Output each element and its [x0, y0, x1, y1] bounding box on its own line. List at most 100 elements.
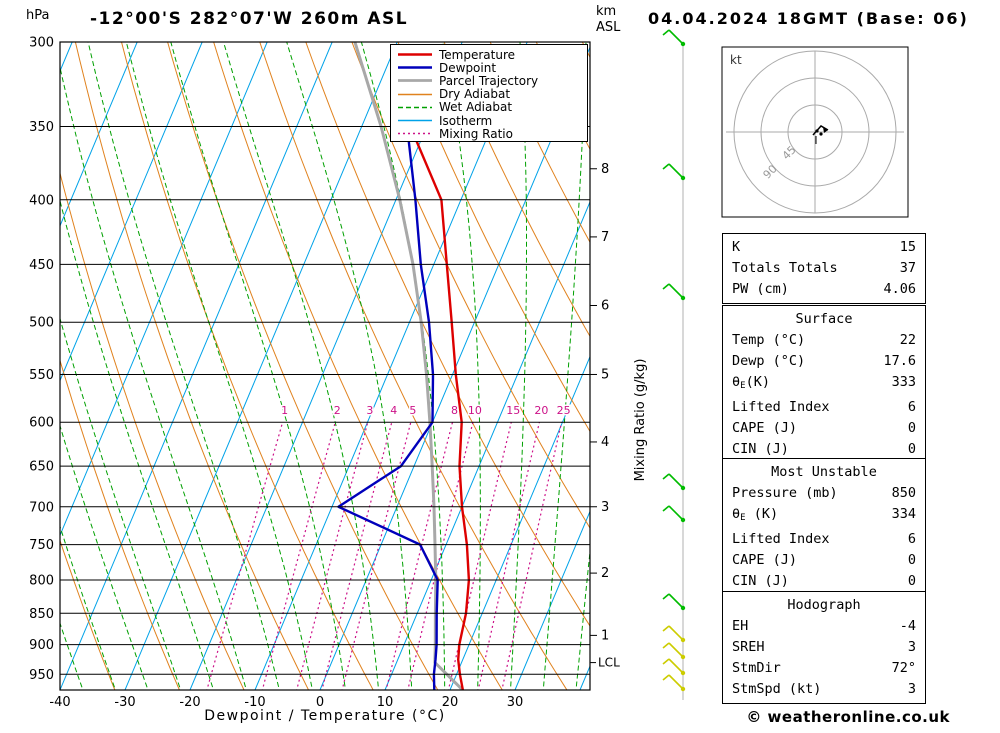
table-row-pw: PW (cm) 4.06: [732, 281, 916, 297]
temperature-tick-label: 20: [442, 695, 459, 710]
table-row-theta-e: θE (K) 334: [732, 506, 916, 523]
table-row-temp: Temp (°C) 22: [732, 332, 916, 348]
mixing-ratio-label: 1: [281, 404, 288, 417]
table-row-cape: CAPE (J) 0: [732, 420, 916, 436]
pressure-tick-label: 950: [29, 668, 54, 683]
pressure-tick-label: 650: [29, 460, 54, 475]
wind-barb: [662, 505, 686, 523]
km-tick-label: 8: [601, 162, 609, 177]
pressure-tick-label: 750: [29, 538, 54, 553]
most-unstable-table: Most Unstable Pressure (mb) 850 θE (K) 33…: [722, 458, 926, 596]
legend-swatch-isotherm: [398, 119, 432, 122]
km-tick-label: 1: [601, 628, 609, 643]
km-axis-title: km ASL: [596, 4, 620, 36]
legend-swatch-parcel: [398, 79, 432, 83]
wind-barb: [662, 163, 686, 181]
pressure-tick-label: 400: [29, 193, 54, 208]
datetime-title: 04.04.2024 18GMT (Base: 06): [648, 9, 969, 28]
copyright-watermark: © weatheronline.co.uk: [746, 708, 950, 726]
mixing-ratio-label: 25: [557, 404, 571, 417]
temperature-tick-label: 0: [316, 695, 324, 710]
temperature-axis-title: Dewpoint / Temperature (°C): [204, 708, 446, 724]
pressure-tick-label: 800: [29, 573, 54, 588]
indices-table: K 15 Totals Totals 37 PW (cm) 4.06: [722, 233, 926, 304]
pressure-tick-label: 900: [29, 638, 54, 653]
legend-label: Temperature: [439, 47, 516, 62]
table-row-theta-e: θE(K) 333: [732, 374, 916, 391]
temperature-tick-label: -20: [179, 695, 200, 710]
legend-swatch-dry-adiabat: [398, 93, 432, 95]
legend-item-wet-adiabat: Wet Adiabat: [397, 100, 587, 115]
legend-swatch-temperature: [398, 53, 432, 56]
lcl-label: LCL: [598, 656, 620, 670]
legend-label: Wet Adiabat: [439, 100, 513, 115]
mixing-ratio-label: 15: [506, 404, 520, 417]
plot-border: [59, 41, 591, 691]
table-row-cin: CIN (J) 0: [732, 573, 916, 589]
plot-legend: Temperature Dewpoint Parcel Trajectory D…: [390, 44, 588, 142]
km-axis-asl: ASL: [596, 20, 621, 35]
mixing-ratio-lines: 1 2 3 4 5 8 10 15 20 25: [206, 403, 572, 690]
legend-label: Mixing Ratio: [439, 126, 513, 141]
km-tick-label: 2: [601, 566, 609, 581]
mixing-ratio-label: 5: [409, 404, 416, 417]
pressure-tick-label: 500: [29, 316, 54, 331]
table-row-stmdir: StmDir 72°: [732, 660, 916, 676]
mixing-ratio-label: 8: [451, 404, 458, 417]
temperature-tick-label: 10: [377, 695, 394, 710]
table-row-cin: CIN (J) 0: [732, 441, 916, 457]
table-row-stmspd: StmSpd (kt) 3: [732, 681, 916, 697]
legend-item-mixing-ratio: Mixing Ratio: [397, 126, 587, 141]
most-unstable-table-title: Most Unstable: [771, 464, 877, 480]
surface-table: Surface Temp (°C) 22 Dewp (°C) 17.6 θE(K) …: [722, 305, 926, 464]
table-row-dewp: Dewp (°C) 17.6: [732, 353, 916, 369]
hodograph-table: Hodograph EH -4 SREH 3 StmDir 72° StmSpd (k…: [722, 591, 926, 704]
surface-table-title: Surface: [795, 311, 853, 327]
temperature-tick-label: 30: [507, 695, 524, 710]
wind-barb: [662, 473, 686, 491]
plot-area: 1 2 3 4 5 8 10 15 20 25: [60, 42, 590, 690]
pressure-axis-unit: hPa: [26, 8, 50, 23]
wind-barb: [662, 283, 686, 301]
wind-barb: [662, 642, 686, 660]
legend-item-temperature: Temperature: [397, 47, 587, 62]
pressure-tick-label: 850: [29, 607, 54, 622]
wind-barb-column: [662, 29, 686, 700]
legend-item-isotherm: Isotherm: [397, 113, 587, 128]
mixing-ratio-label: 10: [468, 404, 482, 417]
mixing-ratio-label: 2: [334, 404, 341, 417]
legend-swatch-dewpoint: [398, 66, 432, 69]
legend-label: Isotherm: [439, 113, 493, 128]
legend-item-parcel: Parcel Trajectory: [397, 73, 587, 88]
wind-barb: [662, 674, 686, 692]
table-row-lifted-index: Lifted Index 6: [732, 399, 916, 415]
hodograph-unit-label: kt: [730, 53, 742, 67]
wind-barb: [662, 29, 686, 47]
pressure-tick-label: 300: [29, 36, 54, 51]
legend-label: Dewpoint: [439, 60, 497, 75]
table-row-totals-totals: Totals Totals 37: [732, 260, 916, 276]
temperature-tick-label: -40: [49, 695, 70, 710]
km-tick-label: 6: [601, 298, 609, 313]
temperature-curve: [409, 126, 471, 690]
table-row-eh: EH -4: [732, 618, 916, 634]
wind-barb: [662, 625, 686, 643]
hodograph-trace-arrow: [823, 127, 828, 133]
temperature-tick-label: -10: [244, 695, 265, 710]
mixing-ratio-label: 3: [366, 404, 373, 417]
wind-barb: [662, 658, 686, 676]
pressure-tick-label: 350: [29, 120, 54, 135]
table-row-lifted-index: Lifted Index 6: [732, 531, 916, 547]
temperature-tick-label: -30: [114, 695, 135, 710]
legend-item-dewpoint: Dewpoint: [397, 60, 587, 75]
isotherm-lines: [60, 42, 590, 690]
location-title: -12°00'S 282°07'W 260m ASL: [90, 9, 409, 29]
km-tick-label: 4: [601, 435, 609, 450]
legend-label: Parcel Trajectory: [439, 73, 539, 88]
km-tick-label: 5: [601, 367, 609, 382]
km-tick-label: 3: [601, 500, 609, 515]
pressure-tick-label: 450: [29, 258, 54, 273]
